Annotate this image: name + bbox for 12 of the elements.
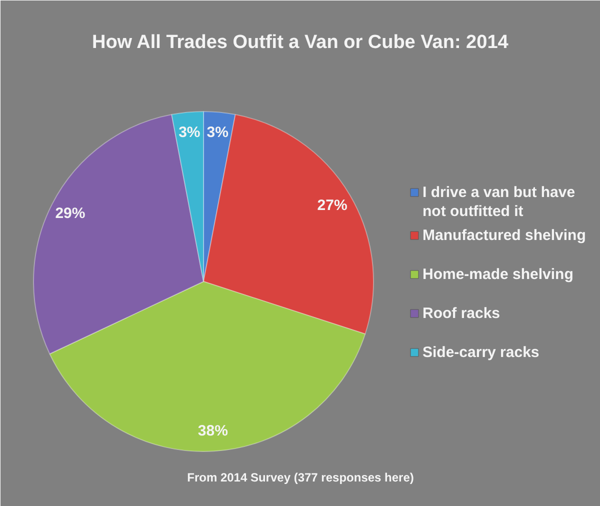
data-label: 38% <box>198 422 228 440</box>
data-label: 3% <box>206 124 228 142</box>
legend-label: Manufactured shelving <box>422 227 586 244</box>
legend-label: Home-made shelving <box>422 266 574 283</box>
data-label: 27% <box>317 196 348 214</box>
data-label: 29% <box>55 205 86 222</box>
legend-label: Side-carry racks <box>422 344 540 361</box>
legend-label: I drive a van but have not outfitted it <box>422 184 576 220</box>
legend-label: Roof racks <box>422 305 500 322</box>
text: From 2014 Survey (377 responses here) <box>187 470 414 484</box>
chart-title: How All Trades Outfit a Van or Cube Van: 2014 <box>92 32 509 53</box>
data-label: 3% <box>178 124 200 142</box>
